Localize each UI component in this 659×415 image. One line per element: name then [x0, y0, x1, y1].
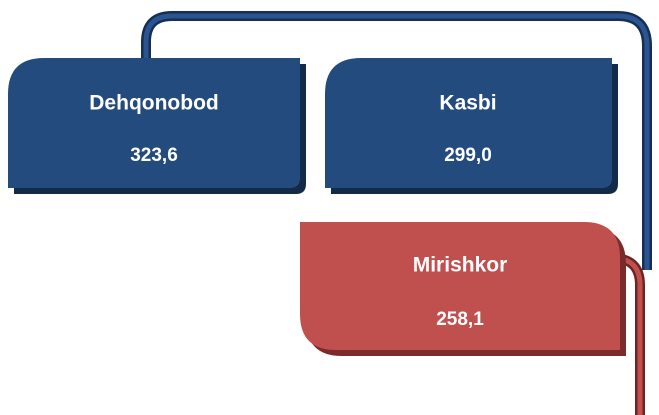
node-value: 299,0 — [444, 145, 492, 166]
box — [325, 58, 612, 188]
connector — [143, 13, 650, 270]
node-label: Kasbi — [439, 92, 496, 115]
node-label: Dehqonobod — [89, 92, 218, 115]
node-label: Mirishkor — [413, 254, 508, 277]
node-value: 258,1 — [436, 309, 484, 330]
node-value: 323,6 — [130, 145, 178, 166]
box — [8, 58, 300, 188]
box — [300, 222, 620, 350]
